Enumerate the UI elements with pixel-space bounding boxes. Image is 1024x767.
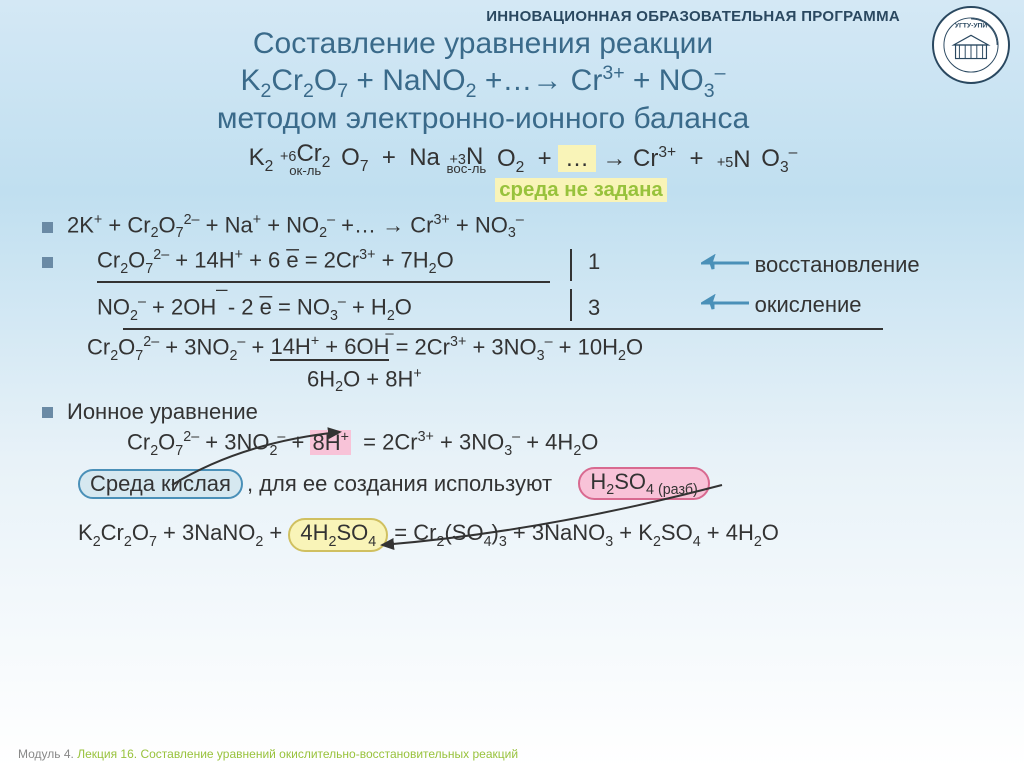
ionic-eq-label: Ионное уравнение xyxy=(67,399,598,425)
half-reaction-oxidation: NO2– + 2OH ̅ - 2 e̅ = NO3– + H2O xyxy=(97,287,550,324)
half-reaction-reduction: Cr2O72– + 14H+ + 6 e̅ = 2Cr3+ + 7H2O xyxy=(97,247,550,283)
bullet-icon xyxy=(42,222,53,233)
slide: ИННОВАЦИОННАЯ ОБРАЗОВАТЕЛЬНАЯ ПРОГРАММА … xyxy=(0,0,1024,767)
arrow-left-icon xyxy=(701,252,749,278)
env-use-text: , для ее создания используют xyxy=(247,471,552,497)
university-logo: УГТУ-УПИ xyxy=(932,6,1010,84)
content-area: K2 +6Cr2ок-ль O7 + Na +3Nвос-ль O2 + … →… xyxy=(36,142,1000,551)
bullet-icon xyxy=(42,407,53,418)
arrow-left-icon xyxy=(701,292,749,318)
sum-equation: Cr2O72– + 3NO2– + 14H+ + 6OH̅ = 2Cr3+ + … xyxy=(87,334,1000,364)
env-unset-label: среда не задана xyxy=(495,178,667,202)
coef-2: 3 xyxy=(570,289,681,321)
title-equation: K2Cr2O7 + NaNO2 +…→ Cr3+ + NO3– xyxy=(240,64,725,97)
acid-env-pill: Среда кислая xyxy=(78,469,243,499)
footer: Модуль 4. Лекция 16. Составление уравнен… xyxy=(18,747,518,761)
oxidation-state-equation: K2 +6Cr2ок-ль O7 + Na +3Nвос-ль O2 + … →… xyxy=(42,142,1000,201)
final-h2so4-pill: 4H2SO4 xyxy=(288,518,388,551)
final-molecular-equation: K2Cr2O7 + 3NaNO2 + 4H2SO4 = Cr2(SO4)3 + … xyxy=(78,518,1000,551)
final-block: Среда кислая , для ее создания использую… xyxy=(42,467,1000,552)
svg-text:УГТУ-УПИ: УГТУ-УПИ xyxy=(955,23,988,30)
half-reactions-block: Cr2O72– + 14H+ + 6 e̅ = 2Cr3+ + 7H2O 1 в… xyxy=(42,247,1000,395)
h2so4-pill: H2SO4 (разб) xyxy=(578,467,709,500)
bullet-ionized: 2K+ + Cr2O72– + Na+ + NO2– +… → Cr3+ + N… xyxy=(42,211,1000,241)
slide-title: Составление уравнения реакции K2Cr2O7 + … xyxy=(36,27,930,136)
coef-1: 1 xyxy=(570,249,681,281)
program-header: ИННОВАЦИОННАЯ ОБРАЗОВАТЕЛЬНАЯ ПРОГРАММА xyxy=(36,8,1000,25)
ionic-equation-block: Ионное уравнение Cr2O72– + 3NO2– + 8H+ =… xyxy=(42,399,1000,459)
reduction-label: восстановление xyxy=(701,252,1000,278)
oxidation-label: окисление xyxy=(701,292,1000,318)
bullet-icon xyxy=(42,257,53,268)
ionic-equation: Cr2O72– + 3NO2– + 8H+ = 2Cr3+ + 3NO3– + … xyxy=(127,429,598,459)
sum-simplified: 6H2O + 8H+ xyxy=(307,366,1000,396)
